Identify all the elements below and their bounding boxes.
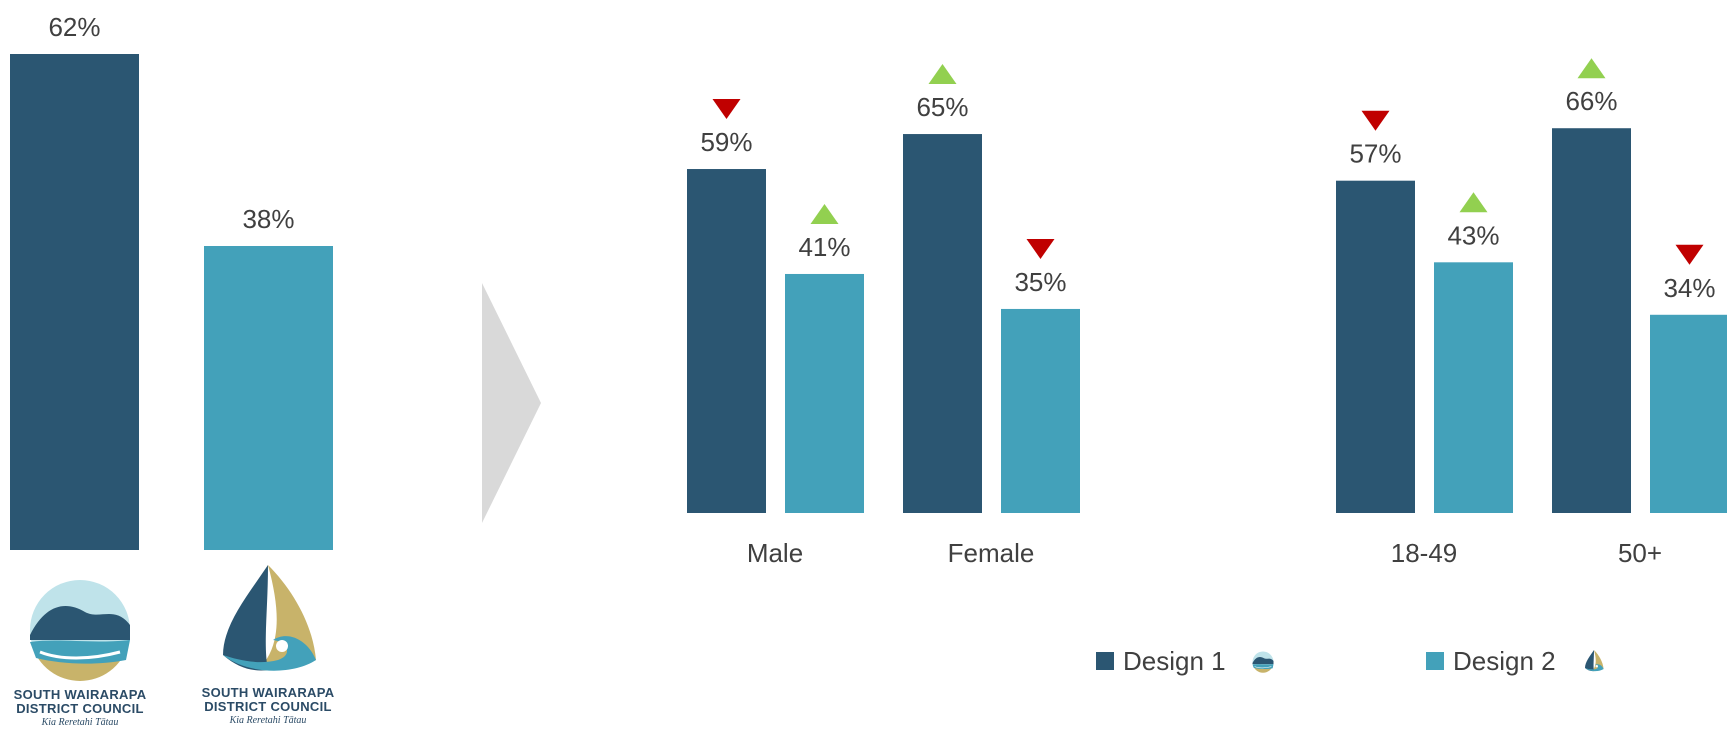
logo-caption-line1-1: SOUTH WAIRARAPA [14, 687, 147, 702]
category-label-age-1: 18-49 [1391, 538, 1458, 568]
marker-age-2-2-down-icon [1675, 244, 1704, 265]
value-label-age-1-1: 57% [1349, 139, 1401, 169]
design-2-logo [223, 565, 316, 671]
value-label-gender-1-1: 59% [700, 127, 752, 157]
logo1-wave [39, 650, 121, 660]
logo-caption-tagline-2: Kia Reretahi Tātau [229, 715, 307, 726]
marker-age-1-1-down-icon [1361, 110, 1390, 131]
bar-age-1849-series1 [1336, 180, 1415, 513]
logo-caption-line1-2: SOUTH WAIRARAPA [202, 685, 335, 700]
category-label-gender-1: Male [747, 538, 803, 568]
logo2-wave [1585, 664, 1604, 672]
bar-age-50-series1 [1552, 128, 1631, 513]
marker-gender-1-1-down-icon [712, 99, 741, 120]
logo2-wave [223, 636, 316, 671]
category-label-gender-2: Female [948, 538, 1035, 568]
value-label-gender-1-2: 41% [798, 232, 850, 262]
bar-gender-Male-series2 [785, 273, 864, 513]
legend-swatch-2 [1426, 652, 1444, 670]
marker-gender-1-2-up-icon [810, 203, 839, 224]
marker-gender-2-2-down-icon [1026, 238, 1055, 259]
value-label-age-2-2: 34% [1663, 273, 1715, 303]
value-label-age-1-2: 43% [1447, 220, 1499, 250]
overall-bar-2 [204, 246, 333, 550]
legend-label-2: Design 2 [1453, 646, 1556, 676]
bar-gender-Male-series1 [687, 169, 766, 513]
logo2-curl [1595, 665, 1598, 668]
logo2-dark [1585, 650, 1594, 672]
overall-value-label-1: 62% [48, 12, 100, 42]
value-label-gender-2-2: 35% [1014, 267, 1066, 297]
legend-swatch-1 [1096, 652, 1114, 670]
legend-design-2-logo-icon [1585, 650, 1604, 672]
overall-bar-1 [10, 54, 139, 550]
logo1-hills [30, 605, 130, 640]
bar-age-50-series2 [1650, 314, 1727, 513]
logo1-hills [1252, 656, 1274, 665]
logo-caption-tagline-1: Kia Reretahi Tātau [41, 717, 119, 728]
marker-age-1-2-up-icon [1459, 192, 1488, 213]
category-label-age-2: 50+ [1618, 538, 1662, 568]
logo-caption-line2-2: DISTRICT COUNCIL [204, 699, 332, 714]
legend-design-1-logo-icon [1252, 651, 1274, 673]
design-1-logo [30, 580, 130, 681]
logo-caption-line2-1: DISTRICT COUNCIL [16, 701, 144, 716]
marker-gender-2-1-up-icon [928, 64, 957, 85]
value-label-age-2-1: 66% [1565, 86, 1617, 116]
overall-value-label-2: 38% [242, 204, 294, 234]
bar-gender-Female-series2 [1001, 308, 1080, 513]
value-label-gender-2-1: 65% [916, 92, 968, 122]
logo1-wave [1254, 666, 1272, 669]
logo2-dark [223, 565, 268, 671]
logo2-curl [276, 640, 288, 652]
legend-label-1: Design 1 [1123, 646, 1226, 676]
marker-age-2-1-up-icon [1577, 58, 1606, 79]
chevron-right-icon [482, 283, 541, 523]
bar-age-1849-series2 [1434, 262, 1513, 513]
bar-gender-Female-series1 [903, 134, 982, 514]
